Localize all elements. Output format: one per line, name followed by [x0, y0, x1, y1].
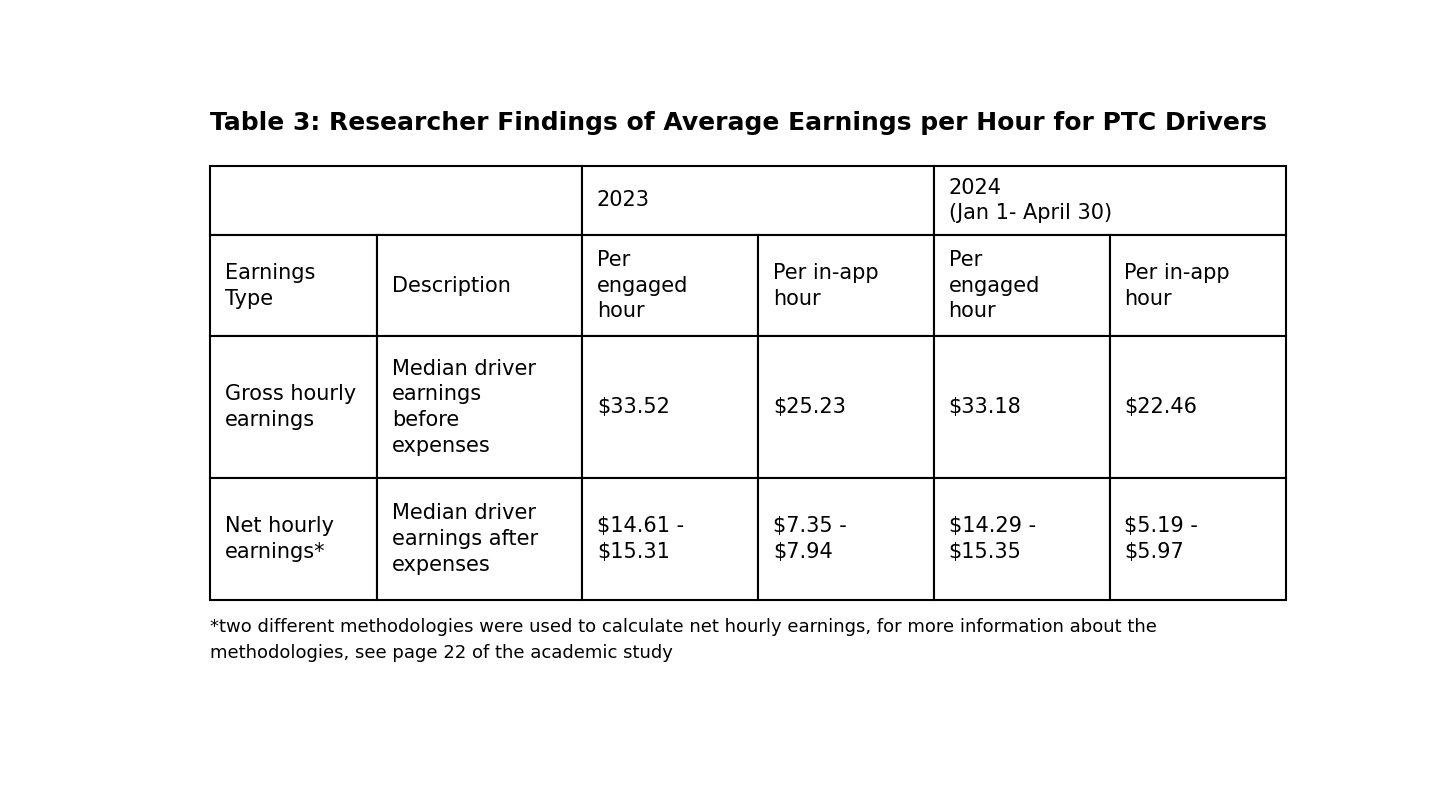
Bar [210, 478, 377, 599]
Text: Table 3: Researcher Findings of Average Earnings per Hour for PTC Drivers: Table 3: Researcher Findings of Average … [210, 111, 1267, 135]
Bar [759, 478, 933, 599]
Text: $14.61 -
$15.31: $14.61 - $15.31 [597, 516, 684, 561]
Bar [210, 336, 377, 478]
Bar [210, 166, 582, 235]
Bar [377, 478, 582, 599]
Bar [1109, 336, 1286, 478]
Bar [582, 336, 759, 478]
Text: Per in-app
hour: Per in-app hour [1124, 263, 1230, 309]
Text: $22.46: $22.46 [1124, 397, 1197, 417]
Bar [933, 166, 1286, 235]
Bar [759, 336, 933, 478]
Text: Per
engaged
hour: Per engaged hour [597, 250, 689, 322]
Text: 2024
(Jan 1- April 30): 2024 (Jan 1- April 30) [949, 178, 1112, 223]
Text: $7.35 -
$7.94: $7.35 - $7.94 [773, 516, 846, 561]
Bar [582, 478, 759, 599]
Text: Gross hourly
earnings: Gross hourly earnings [224, 384, 357, 430]
Bar [582, 166, 933, 235]
Bar [210, 235, 377, 336]
Text: Median driver
earnings after
expenses: Median driver earnings after expenses [392, 503, 539, 575]
Text: *two different methodologies were used to calculate net hourly earnings, for mor: *two different methodologies were used t… [210, 618, 1158, 662]
Text: $5.19 -
$5.97: $5.19 - $5.97 [1124, 516, 1198, 561]
Text: Net hourly
earnings*: Net hourly earnings* [224, 516, 333, 561]
Text: Median driver
earnings
before
expenses: Median driver earnings before expenses [392, 359, 536, 456]
Text: Per in-app
hour: Per in-app hour [773, 263, 878, 309]
Text: Description: Description [392, 276, 511, 295]
Bar [933, 336, 1109, 478]
Text: $33.52: $33.52 [597, 397, 670, 417]
Text: Per
engaged
hour: Per engaged hour [949, 250, 1040, 322]
Bar [377, 336, 582, 478]
Bar [759, 235, 933, 336]
Bar [582, 235, 759, 336]
Text: $25.23: $25.23 [773, 397, 846, 417]
Bar [1109, 235, 1286, 336]
Text: $33.18: $33.18 [949, 397, 1021, 417]
Bar [377, 235, 582, 336]
Bar [1109, 478, 1286, 599]
Bar [933, 235, 1109, 336]
Text: Earnings
Type: Earnings Type [224, 263, 316, 309]
Bar [933, 478, 1109, 599]
Text: $14.29 -
$15.35: $14.29 - $15.35 [949, 516, 1035, 561]
Text: 2023: 2023 [597, 191, 649, 210]
